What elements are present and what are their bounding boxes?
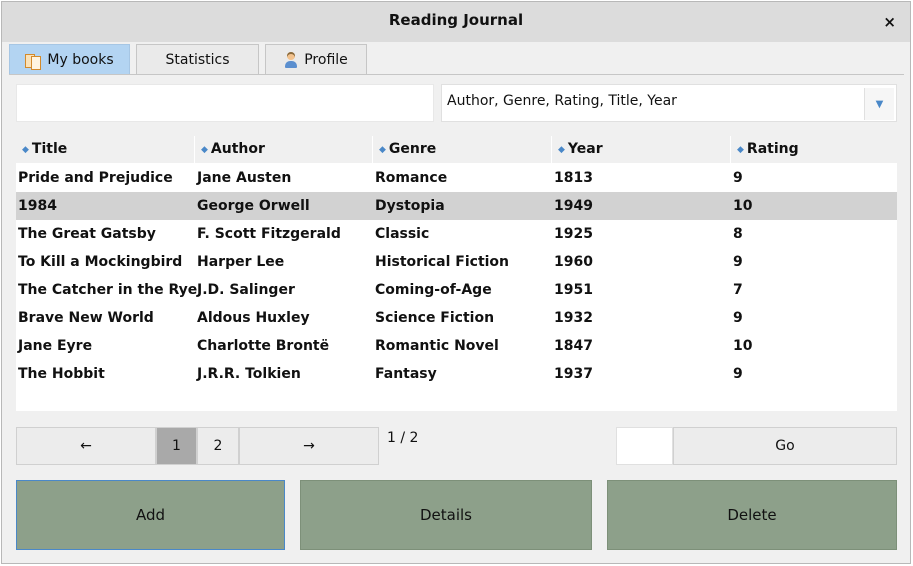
cell-title: Pride and Prejudice xyxy=(18,170,173,186)
cell-genre: Dystopia xyxy=(375,198,445,214)
sort-icon: ◆ xyxy=(379,145,386,155)
title-bar: Reading Journal × xyxy=(2,2,910,42)
cell-genre: Coming-of-Age xyxy=(375,282,492,298)
cell-rating: 10 xyxy=(733,338,753,354)
cell-author: Harper Lee xyxy=(197,254,285,270)
cell-rating: 9 xyxy=(733,254,743,270)
table-row[interactable]: The Catcher in the Rye J.D. Salinger Com… xyxy=(16,276,897,304)
column-header-rating[interactable]: ◆ Rating xyxy=(730,136,897,163)
cell-year: 1960 xyxy=(554,254,593,270)
cell-author: Jane Austen xyxy=(197,170,292,186)
cell-title: The Great Gatsby xyxy=(18,226,156,242)
cell-genre: Classic xyxy=(375,226,430,242)
prev-page-button[interactable]: ← xyxy=(16,427,156,465)
tab-label: My books xyxy=(47,51,114,68)
close-icon[interactable]: × xyxy=(883,13,896,31)
cell-genre: Fantasy xyxy=(375,366,437,382)
book-icon xyxy=(25,53,42,70)
cell-title: 1984 xyxy=(18,198,57,214)
go-button[interactable]: Go xyxy=(673,427,897,465)
cell-author: J.D. Salinger xyxy=(197,282,295,298)
sort-order-value: Author, Genre, Rating, Title, Year xyxy=(447,93,677,109)
cell-rating: 9 xyxy=(733,310,743,326)
my-books-panel: Author, Genre, Rating, Title, Year ▼ ◆ Ti… xyxy=(9,74,904,559)
sort-icon: ◆ xyxy=(22,145,29,155)
chevron-down-icon[interactable]: ▼ xyxy=(864,88,894,120)
cell-title: The Catcher in the Rye xyxy=(18,282,198,298)
goto-page-input[interactable] xyxy=(616,427,673,465)
table-row[interactable]: To Kill a Mockingbird Harper Lee Histori… xyxy=(16,248,897,276)
cell-year: 1951 xyxy=(554,282,593,298)
page-button-2[interactable]: 2 xyxy=(197,427,239,465)
cell-title: Jane Eyre xyxy=(18,338,93,354)
cell-title: Brave New World xyxy=(18,310,154,326)
table-row[interactable]: Jane Eyre Charlotte Brontë Romantic Nove… xyxy=(16,332,897,360)
cell-genre: Historical Fiction xyxy=(375,254,510,270)
cell-author: J.R.R. Tolkien xyxy=(197,366,301,382)
sort-icon: ◆ xyxy=(737,145,744,155)
cell-rating: 9 xyxy=(733,366,743,382)
cell-title: The Hobbit xyxy=(18,366,105,382)
cell-year: 1949 xyxy=(554,198,593,214)
cell-author: George Orwell xyxy=(197,198,310,214)
sort-order-select[interactable]: Author, Genre, Rating, Title, Year ▼ xyxy=(441,84,897,122)
tab-label: Statistics xyxy=(165,51,230,68)
column-header-genre[interactable]: ◆ Genre xyxy=(372,136,551,163)
table-row[interactable]: Brave New World Aldous Huxley Science Fi… xyxy=(16,304,897,332)
cell-rating: 7 xyxy=(733,282,743,298)
tab-my-books[interactable]: My books xyxy=(9,44,130,74)
table-row[interactable]: The Great Gatsby F. Scott Fitzgerald Cla… xyxy=(16,220,897,248)
cell-year: 1925 xyxy=(554,226,593,242)
filter-input[interactable] xyxy=(16,84,434,122)
window-title: Reading Journal xyxy=(388,11,524,29)
books-table: ◆ Title ◆ Author ◆ Genre ◆ Year ◆ Rating Prid… xyxy=(16,136,897,411)
cell-genre: Romance xyxy=(375,170,448,186)
cell-rating: 8 xyxy=(733,226,743,242)
arrow-right-icon: → xyxy=(303,438,315,454)
table-row[interactable]: Pride and Prejudice Jane Austen Romance … xyxy=(16,164,897,192)
cell-year: 1813 xyxy=(554,170,593,186)
sort-icon: ◆ xyxy=(558,145,565,155)
column-header-year[interactable]: ◆ Year xyxy=(551,136,730,163)
tab-statistics[interactable]: Statistics xyxy=(136,44,259,74)
page-indicator: 1 / 2 xyxy=(387,430,419,446)
next-page-button[interactable]: → xyxy=(239,427,379,465)
cell-author: F. Scott Fitzgerald xyxy=(197,226,341,242)
table-row[interactable]: The Hobbit J.R.R. Tolkien Fantasy 1937 9 xyxy=(16,360,897,388)
arrow-left-icon: ← xyxy=(80,438,92,454)
page-button-1[interactable]: 1 xyxy=(156,427,197,465)
column-header-title[interactable]: ◆ Title xyxy=(22,141,68,157)
cell-author: Aldous Huxley xyxy=(197,310,310,326)
cell-genre: Romantic Novel xyxy=(375,338,499,354)
tab-profile[interactable]: Profile xyxy=(265,44,367,74)
add-button[interactable]: Add xyxy=(16,480,285,550)
details-button[interactable]: Details xyxy=(300,480,592,550)
column-header-author[interactable]: ◆ Author xyxy=(194,136,372,163)
sort-icon: ◆ xyxy=(201,145,208,155)
cell-genre: Science Fiction xyxy=(375,310,495,326)
user-icon xyxy=(284,51,298,68)
delete-button[interactable]: Delete xyxy=(607,480,897,550)
cell-rating: 9 xyxy=(733,170,743,186)
tab-label: Profile xyxy=(304,51,348,68)
cell-title: To Kill a Mockingbird xyxy=(18,254,183,270)
table-row-selected[interactable]: 1984 George Orwell Dystopia 1949 10 xyxy=(16,192,897,220)
cell-author: Charlotte Brontë xyxy=(197,338,330,354)
cell-rating: 10 xyxy=(733,198,753,214)
cell-year: 1932 xyxy=(554,310,593,326)
table-header: ◆ Title ◆ Author ◆ Genre ◆ Year ◆ Rating xyxy=(16,136,897,163)
cell-year: 1847 xyxy=(554,338,593,354)
cell-year: 1937 xyxy=(554,366,593,382)
